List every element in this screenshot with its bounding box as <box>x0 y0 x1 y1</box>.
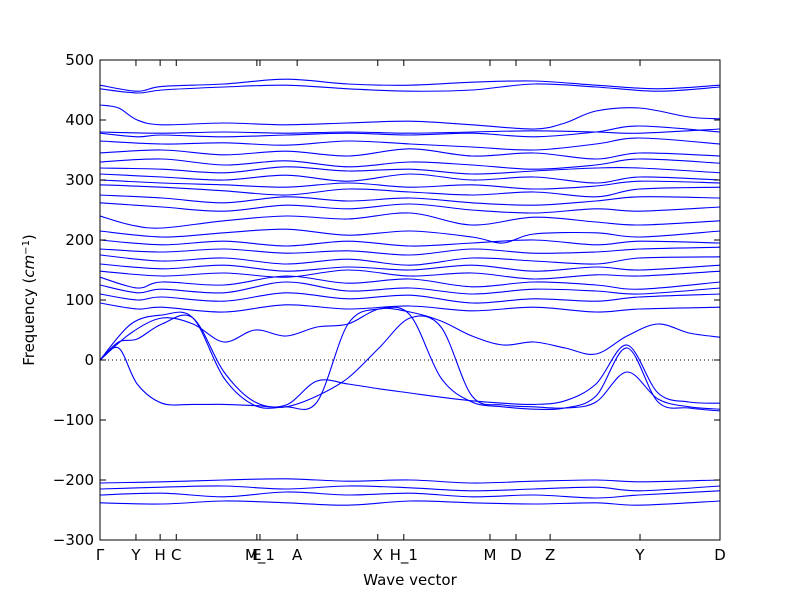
x-tick-label: C <box>171 546 181 564</box>
band-line-13 <box>100 194 720 206</box>
band-line-18 <box>100 246 720 256</box>
band-line-17 <box>100 239 720 247</box>
x-tick-label: Y <box>634 546 645 564</box>
band-line-7 <box>100 148 720 160</box>
band-line-28 <box>100 315 720 410</box>
y-tick-label: 200 <box>65 231 94 249</box>
x-tick-label: M <box>484 546 497 564</box>
y-tick-label: −100 <box>53 411 94 429</box>
y-axis-ticks: 500 400 300 200 100 0 −100 −200 −300 <box>53 51 720 549</box>
band-line-30 <box>100 478 720 484</box>
x-tick-label: Y <box>130 546 141 564</box>
band-line-11 <box>100 179 720 190</box>
band-line-27 <box>100 314 720 408</box>
y-tick-label: 300 <box>65 171 94 189</box>
y-tick-label: −200 <box>53 471 94 489</box>
band-line-22 <box>100 275 720 290</box>
band-line-21 <box>100 269 720 280</box>
band-line-25 <box>100 302 720 313</box>
band-line-4 <box>100 128 720 134</box>
x-tick-label: H <box>154 546 165 564</box>
y-axis-label: Frequency (cm−1) <box>20 234 38 366</box>
band-line-1 <box>100 78 720 92</box>
band-line-6 <box>100 137 720 151</box>
band-line-15 <box>100 212 720 229</box>
y-tick-label: 100 <box>65 291 94 309</box>
y-axis-label-close: ) <box>20 234 38 240</box>
y-axis-label-unit: cm <box>20 255 38 278</box>
band-line-24 <box>100 292 720 304</box>
x-tick-label: D <box>714 546 726 564</box>
band-line-23 <box>100 281 720 295</box>
y-tick-label: −300 <box>53 531 94 549</box>
x-tick-label: H_1 <box>390 546 418 565</box>
x-tick-label: D <box>510 546 522 564</box>
y-tick-label: 500 <box>65 51 94 69</box>
band-line-26 <box>100 307 720 361</box>
band-lines <box>100 78 720 506</box>
x-tick-label: M_1 <box>245 546 275 565</box>
band-line-20 <box>100 263 720 272</box>
band-line-9 <box>100 166 720 175</box>
band-line-3 <box>100 104 720 130</box>
y-tick-label: 400 <box>65 111 94 129</box>
band-line-10 <box>100 173 720 184</box>
band-line-29 <box>100 306 720 412</box>
band-line-8 <box>100 158 720 170</box>
x-tick-label: A <box>292 546 303 564</box>
x-axis-label: Wave vector <box>363 571 457 589</box>
band-line-32 <box>100 490 720 499</box>
band-line-31 <box>100 485 720 492</box>
x-axis-ticks: Γ Y H C EM_1 A X H_1 M D Z Y D <box>96 60 726 565</box>
y-tick-label: 0 <box>84 351 94 369</box>
x-tick-label: X <box>373 546 383 564</box>
band-line-5 <box>100 125 720 138</box>
y-axis-label-text: Frequency ( <box>20 278 38 366</box>
x-tick-label: Γ <box>96 546 105 564</box>
band-line-16 <box>100 228 720 244</box>
x-tick-label: E <box>252 546 261 564</box>
band-line-19 <box>100 254 720 266</box>
band-line-14 <box>100 202 720 214</box>
band-line-33 <box>100 500 720 506</box>
y-axis-label-exponent: −1 <box>21 240 32 255</box>
band-line-2 <box>100 83 720 94</box>
x-tick-label: Z <box>545 546 555 564</box>
band-line-12 <box>100 184 720 198</box>
